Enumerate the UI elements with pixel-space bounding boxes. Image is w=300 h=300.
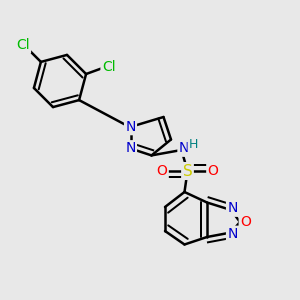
Text: Cl: Cl xyxy=(102,59,116,74)
Text: O: O xyxy=(157,164,167,178)
Text: N: N xyxy=(227,227,238,241)
Text: N: N xyxy=(179,142,189,155)
Text: N: N xyxy=(125,142,136,155)
Text: Cl: Cl xyxy=(16,38,30,52)
Text: H: H xyxy=(189,138,198,151)
Text: S: S xyxy=(183,164,192,178)
Text: O: O xyxy=(208,164,218,178)
Text: O: O xyxy=(240,215,251,229)
Text: N: N xyxy=(227,202,238,215)
Text: N: N xyxy=(125,120,136,134)
